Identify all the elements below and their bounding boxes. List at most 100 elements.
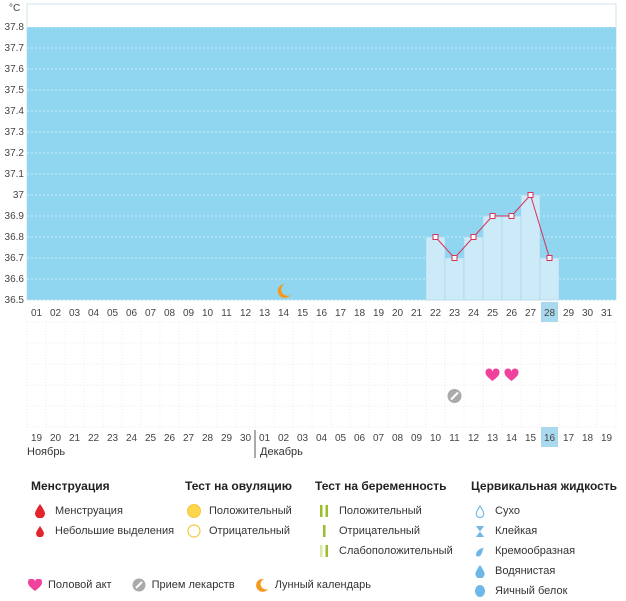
legend-item-label: Кремообразная <box>495 545 576 557</box>
y-tick-label: 36.5 <box>5 295 25 306</box>
cycle-day-label: 22 <box>430 308 442 319</box>
cycle-day-label: 03 <box>69 308 81 319</box>
cycle-day-label: 12 <box>240 308 252 319</box>
calendar-date-label: 11 <box>449 433 460 444</box>
faint-stripe-icon <box>315 543 333 559</box>
calendar-date-label: 03 <box>297 433 309 444</box>
calendar-date-label: 09 <box>411 433 423 444</box>
legend-item-label: Сухо <box>495 505 520 517</box>
temperature-point <box>451 255 458 261</box>
legend-menstruation-title: Менструация <box>31 479 110 493</box>
cycle-day-label: 01 <box>31 308 43 319</box>
legend-item-intercourse: Половой акт <box>28 578 112 592</box>
calendar-date-label: 14 <box>506 433 518 444</box>
y-axis-unit: °C <box>9 3 20 14</box>
cycle-day-label: 31 <box>601 308 613 319</box>
legend-item-label: Прием лекарств <box>151 579 235 591</box>
yellow-circle-icon <box>185 503 203 519</box>
legend-item-creamy: Кремообразная <box>471 541 617 561</box>
cycle-day-label: 21 <box>411 308 423 319</box>
cycle-day-label: 20 <box>392 308 404 319</box>
temperature-point <box>527 192 534 198</box>
cycle-day-label: 17 <box>335 308 347 319</box>
calendar-date-label: 06 <box>354 433 366 444</box>
legend-item-label: Лунный календарь <box>274 579 371 591</box>
legend-item-label: Водянистая <box>495 565 556 577</box>
calendar-date-label: 01 <box>259 433 271 444</box>
calendar-date-label: 13 <box>487 433 499 444</box>
legend-ovulation: Тест на овуляцию Положительный Отрицател… <box>185 479 292 541</box>
cycle-day-label: 16 <box>316 308 328 319</box>
bbt-chart: 36.5 36.6 36.7 36.8 36.9 37 37.1 37.2 37.3 37.4 37… <box>5 3 617 458</box>
y-tick-label: 36.6 <box>5 274 25 285</box>
temperature-point <box>489 213 496 219</box>
legend-item-pregnancy-negative: Отрицательный <box>315 521 453 541</box>
cycle-day-label: 28 <box>544 308 556 319</box>
legend-item-ovulation-positive: Положительный <box>185 501 292 521</box>
calendar-date-label: 20 <box>50 433 62 444</box>
legend-item-label: Небольшие выделения <box>55 525 175 537</box>
calendar-date-label: 12 <box>468 433 480 444</box>
calendar-date-label: 02 <box>278 433 290 444</box>
heart-icon <box>485 368 500 381</box>
cycle-day-label: 04 <box>88 308 100 319</box>
legend-item-label: Менструация <box>55 505 123 517</box>
moon-icon <box>255 578 269 592</box>
legend-item-spotting: Небольшие выделения <box>31 521 174 541</box>
calendar-date-label: 28 <box>202 433 214 444</box>
temperature-point <box>432 234 439 240</box>
y-tick-label: 37.4 <box>5 106 25 117</box>
temperature-bar <box>463 236 484 301</box>
temperature-point <box>546 255 553 261</box>
wave-drop-icon <box>471 543 489 559</box>
cycle-day-label: 14 <box>278 308 290 319</box>
temperature-bar <box>539 257 560 301</box>
calendar-date-label: 18 <box>582 433 594 444</box>
y-tick-label: 37.6 <box>5 64 25 75</box>
temperature-bar <box>444 257 465 301</box>
calendar-date-label: 27 <box>183 433 195 444</box>
hourglass-icon <box>471 523 489 539</box>
cycle-day-label: 05 <box>107 308 119 319</box>
calendar-date-label: 10 <box>430 433 442 444</box>
current-date-highlight <box>541 427 558 447</box>
y-tick-label: 37 <box>13 190 25 201</box>
cycle-day-label: 02 <box>50 308 62 319</box>
calendar-date-label: 22 <box>88 433 100 444</box>
cycle-day-label: 13 <box>259 308 271 319</box>
y-tick-label: 36.8 <box>5 232 25 243</box>
cycle-day-label: 24 <box>468 308 480 319</box>
legend-item-ovulation-negative: Отрицательный <box>185 521 292 541</box>
temperature-point <box>508 213 515 219</box>
legend-menstruation: Менструация Менструация Небольшие выделе… <box>31 479 174 541</box>
pill-icon <box>447 389 462 403</box>
temperature-bar <box>501 215 522 301</box>
legend-item-egg-white: Яичный белок <box>471 581 617 601</box>
heart-icon <box>504 368 519 381</box>
cycle-day-label: 08 <box>164 308 176 319</box>
calendar-date-label: 07 <box>373 433 385 444</box>
legend-item-medication: Прием лекарств <box>132 578 235 592</box>
calendar-date-label: 21 <box>69 433 81 444</box>
calendar-date-label: 29 <box>221 433 233 444</box>
temperature-bar <box>520 194 541 301</box>
legend-item-pregnancy-positive: Положительный <box>315 501 453 521</box>
cycle-day-label: 10 <box>202 308 214 319</box>
y-tick-label: 37.8 <box>5 22 25 33</box>
calendar-date-label: 23 <box>107 433 119 444</box>
calendar-date-label: 19 <box>601 433 613 444</box>
calendar-date-label: 30 <box>240 433 252 444</box>
cycle-day-label: 09 <box>183 308 195 319</box>
calendar-date-label: 08 <box>392 433 404 444</box>
current-day-highlight <box>541 302 558 322</box>
legend-item-menstruation: Менструация <box>31 501 174 521</box>
month-label-december: Декабрь <box>260 446 303 458</box>
legend-cervical: Цервикальная жидкость Сухо Клейкая Кремо… <box>471 479 617 601</box>
legend-item-sticky: Клейкая <box>471 521 617 541</box>
legend-item-moon: Лунный календарь <box>255 578 371 592</box>
legend-ovulation-title: Тест на овуляцию <box>185 479 292 493</box>
calendar-date-label: 25 <box>145 433 157 444</box>
cycle-day-label: 29 <box>563 308 575 319</box>
calendar-date-label: 16 <box>544 433 556 444</box>
cycle-day-label: 26 <box>506 308 518 319</box>
